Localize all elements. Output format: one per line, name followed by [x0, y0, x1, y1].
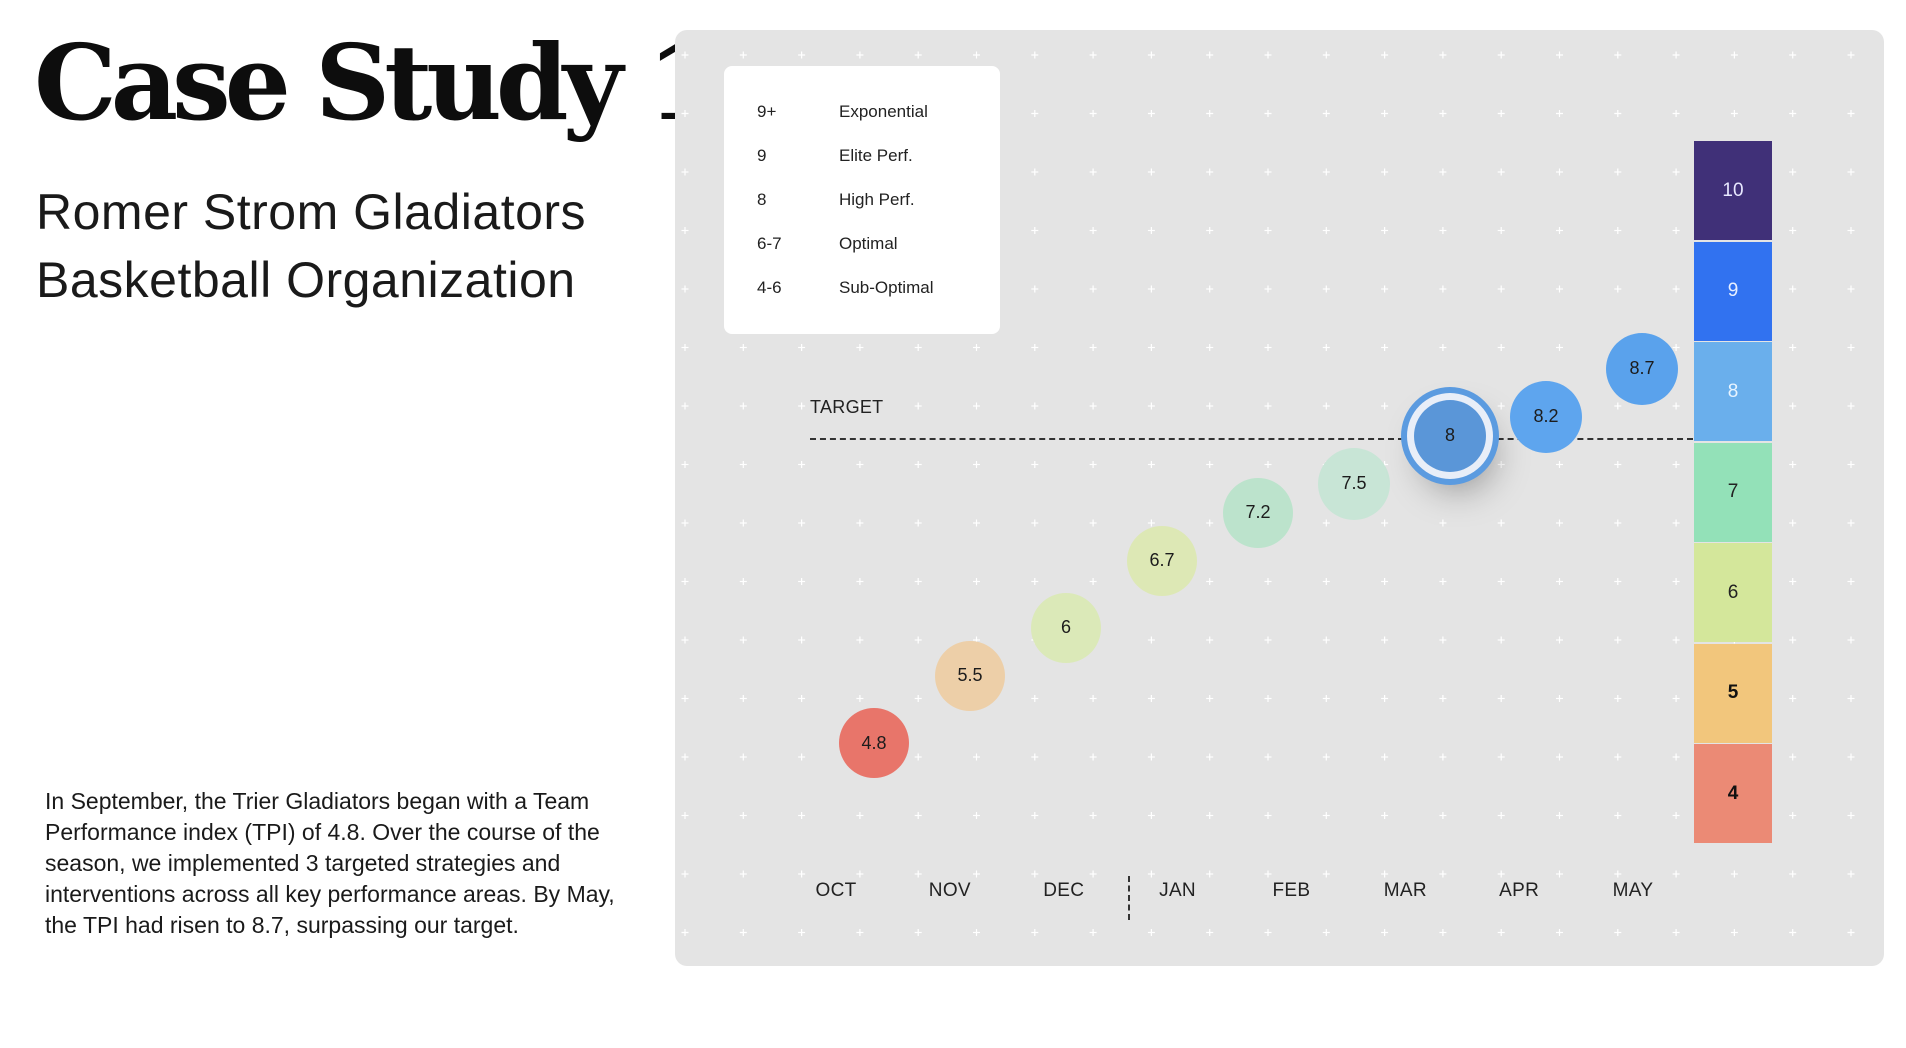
legend-row: 8 High Perf.	[757, 190, 915, 210]
year-divider	[1128, 876, 1130, 920]
legend-range: 6-7	[757, 234, 782, 253]
data-point: 8.7	[1606, 332, 1678, 405]
target-label: TARGET	[810, 397, 884, 417]
data-point: 6.7	[1127, 525, 1197, 596]
data-point: 7.2	[1223, 477, 1293, 548]
legend-label: High Perf.	[839, 190, 915, 209]
month-label: DEC	[1043, 880, 1085, 901]
month-label: APR	[1499, 880, 1540, 901]
legend-row: 6-7 Optimal	[757, 234, 898, 254]
month-label: MAY	[1612, 880, 1654, 901]
page-subtitle: Romer Strom Gladiators Basketball Organi…	[36, 178, 586, 314]
data-point: 4.8	[839, 708, 909, 778]
legend-range: 8	[757, 190, 767, 209]
legend-row: 9+ Exponential	[757, 102, 928, 122]
legend-label: Elite Perf.	[839, 146, 913, 165]
scale-segment: 10	[1694, 141, 1772, 240]
scale-segment: 5	[1694, 643, 1772, 743]
month-label: MAR	[1383, 880, 1427, 901]
target-line	[810, 438, 1693, 440]
data-point: 6	[1031, 592, 1101, 663]
data-point: 8.2	[1510, 380, 1582, 453]
legend-card: 9+ Exponential 9 Elite Perf. 8 High Perf. 6…	[724, 66, 1000, 334]
scale-segment: 7	[1694, 442, 1772, 542]
data-point: 8	[1414, 399, 1486, 472]
legend-range: 9+	[757, 102, 777, 121]
page-title: Case Study 17	[34, 21, 786, 144]
legend-label: Optimal	[839, 234, 898, 253]
scale-segment: 6	[1694, 543, 1772, 642]
month-label: OCT	[815, 880, 857, 901]
month-label: FEB	[1272, 880, 1311, 901]
legend-row: 4-6 Sub-Optimal	[757, 278, 933, 298]
data-point: 7.5	[1318, 447, 1390, 520]
scale-segment: 9	[1694, 241, 1772, 341]
legend-label: Sub-Optimal	[839, 278, 934, 297]
scale-segment: 4	[1694, 744, 1772, 843]
scale-segment: 8	[1694, 342, 1772, 441]
month-label: JAN	[1159, 880, 1196, 901]
month-label: NOV	[928, 880, 971, 901]
data-point: 5.5	[935, 640, 1005, 711]
subtitle-line-2: Basketball Organization	[36, 252, 576, 308]
case-description: In September, the Trier Gladiators began…	[45, 788, 615, 938]
legend-range: 4-6	[757, 278, 782, 297]
legend-label: Exponential	[839, 102, 928, 121]
legend-range: 9	[757, 146, 767, 165]
subtitle-line-1: Romer Strom Gladiators	[36, 184, 587, 240]
legend-row: 9 Elite Perf.	[757, 146, 913, 166]
